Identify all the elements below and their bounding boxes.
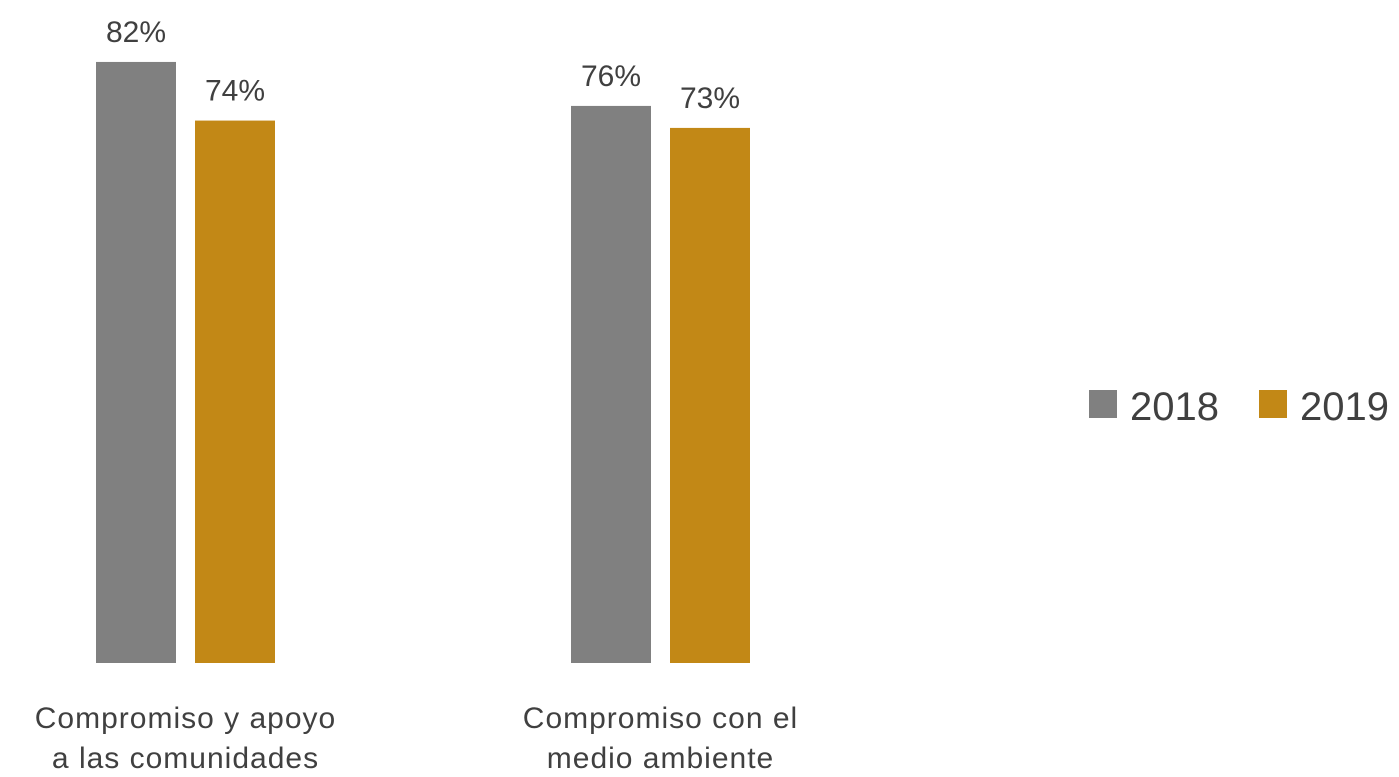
legend-swatch-2018 — [1089, 390, 1117, 418]
category-labels-layer: Compromiso y apoyo a las comunidades Compr… — [35, 702, 798, 775]
bar-2018-cat-0 — [96, 61, 176, 663]
bars-layer — [96, 61, 750, 664]
category-label-0-line-0: Compromiso y apoyo — [35, 702, 336, 735]
data-label-2019-cat-1: 73% — [680, 82, 740, 115]
legend-label-2019: 2019 — [1300, 385, 1389, 429]
bar-2019-cat-1 — [670, 127, 750, 663]
category-label-0-line-1: a las comunidades — [52, 742, 319, 775]
legend: 2018 2019 — [1089, 385, 1389, 429]
category-label-1-line-1: medio ambiente — [547, 742, 774, 775]
bar-2018-cat-1 — [571, 105, 651, 664]
category-label-1-line-0: Compromiso con el — [523, 702, 798, 735]
data-label-2018-cat-0: 82% — [106, 16, 166, 49]
data-label-2018-cat-1: 76% — [581, 60, 641, 93]
legend-swatch-2019 — [1259, 390, 1287, 418]
bar-2019-cat-0 — [195, 120, 275, 663]
legend-label-2018: 2018 — [1130, 385, 1219, 429]
data-labels-layer: 82% 74% 76% 73% — [106, 16, 740, 115]
data-label-2019-cat-0: 74% — [205, 75, 265, 108]
